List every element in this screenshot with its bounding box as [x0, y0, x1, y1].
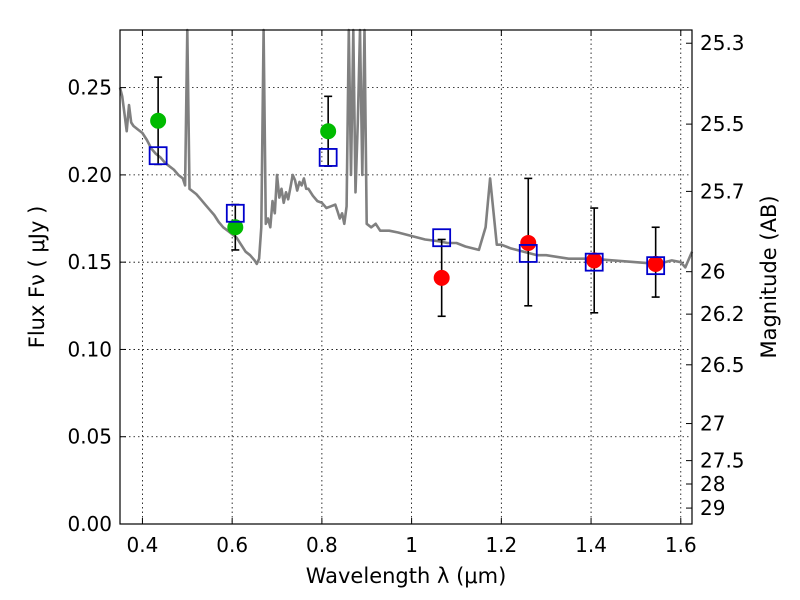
- red-point: [520, 234, 537, 251]
- model-spectrum-line: [118, 28, 694, 269]
- model-band-box: [518, 244, 538, 263]
- x-tick-label: 0.6: [216, 533, 248, 557]
- box-layer: [148, 146, 666, 276]
- right-tick-label: 26.2: [700, 302, 745, 326]
- x-tick-label: 1.4: [575, 533, 607, 557]
- y-tick-label: 0.15: [67, 250, 112, 274]
- model-band-box: [432, 228, 452, 248]
- model-band-box: [584, 252, 604, 272]
- model-band-box: [646, 256, 666, 276]
- x-tick-label: 0.8: [306, 533, 338, 557]
- right-tick-label: 27.5: [700, 449, 745, 473]
- green-point: [150, 112, 167, 129]
- y-axis-label: Flux Fν ( μJy ): [25, 206, 49, 349]
- right-tick-label: 26.5: [700, 353, 745, 377]
- label-layer: 0.4 0.6 0.8 1 1.2 1.4 1.6 0.00 0.05 0.10 0.15 0.20 0…: [67, 31, 744, 557]
- y-tick-label: 0.00: [67, 512, 112, 536]
- right-tick-label: 25.7: [700, 179, 745, 203]
- y-tick-label: 0.20: [67, 163, 112, 187]
- tick-layer: [120, 30, 692, 525]
- grid-layer: [120, 30, 692, 524]
- x-tick-label: 1: [405, 533, 418, 557]
- x-tick-label: 1.6: [665, 533, 697, 557]
- x-tick-label: 0.4: [127, 533, 159, 557]
- green-point: [320, 123, 337, 140]
- x-tick-label: 1.2: [485, 533, 517, 557]
- y-tick-label: 0.05: [67, 425, 112, 449]
- point-layer: [150, 112, 664, 286]
- model-layer: [118, 28, 694, 269]
- red-point: [586, 252, 603, 269]
- red-point: [433, 269, 450, 286]
- right-axis-label: Magnitude (AB): [757, 195, 781, 358]
- x-axis-label: Wavelength λ (μm): [306, 564, 507, 588]
- right-tick-label: 25.3: [700, 31, 745, 55]
- model-band-box: [225, 203, 245, 223]
- plot-frame: [119, 29, 693, 525]
- red-point: [647, 255, 664, 272]
- right-tick-label: 29: [700, 496, 725, 520]
- y-tick-label: 0.25: [67, 76, 112, 100]
- error-layer: [154, 76, 660, 318]
- model-band-box: [148, 146, 168, 166]
- y-tick-label: 0.10: [67, 337, 112, 361]
- green-point: [227, 219, 244, 236]
- right-tick-label: 26: [700, 260, 725, 284]
- right-tick-label: 27: [700, 412, 725, 436]
- model-band-box: [318, 148, 338, 167]
- right-tick-label: 25.5: [700, 112, 745, 136]
- right-tick-label: 28: [700, 472, 725, 496]
